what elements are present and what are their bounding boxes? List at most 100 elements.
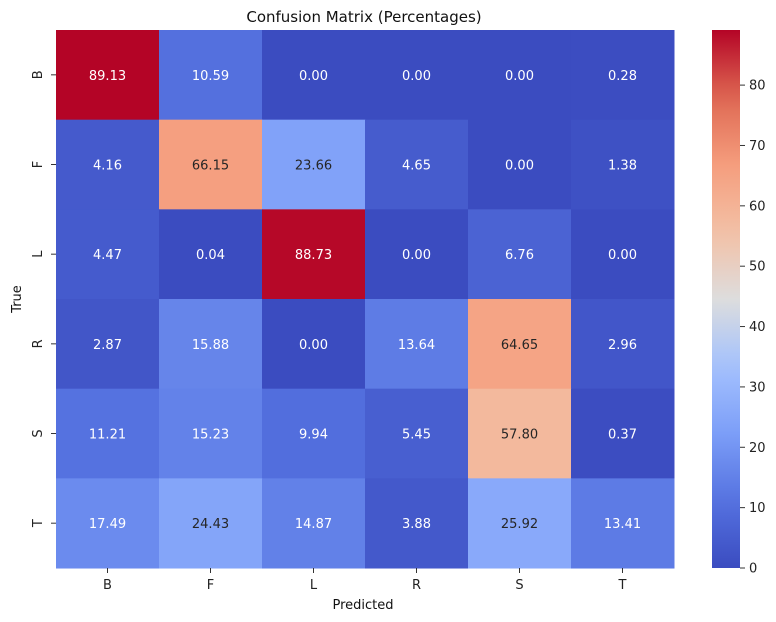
heatmap-cell-value: 0.28 [608, 69, 637, 84]
heatmap-cell-value: 17.49 [89, 517, 126, 532]
heatmap-cell [56, 388, 160, 479]
colorbar-tick-label: 10 [749, 501, 766, 516]
heatmap-cell [262, 388, 366, 479]
y-tick-label: S [31, 429, 46, 437]
y-tick-label: F [31, 161, 46, 168]
heatmap-cell-value: 0.00 [402, 69, 431, 84]
heatmap-cell [56, 209, 160, 300]
heatmap-cell-value: 4.16 [93, 159, 122, 174]
heatmap-cell-value: 1.38 [608, 159, 637, 174]
heatmap-cell-value: 0.37 [608, 428, 637, 443]
heatmap-cell-value: 0.00 [299, 338, 328, 353]
colorbar-tick-label: 30 [749, 380, 766, 395]
x-axis-label: Predicted [332, 598, 393, 613]
heatmap-cell [571, 299, 675, 390]
heatmap-cell [571, 30, 675, 121]
heatmap-cell-value: 88.73 [295, 248, 332, 263]
heatmap-cell [56, 478, 160, 569]
colorbar [712, 30, 740, 568]
heatmap-cell [468, 119, 572, 210]
heatmap-cell-value: 14.87 [295, 517, 332, 532]
heatmap-cell-value: 0.00 [505, 159, 534, 174]
heatmap-cell-value: 10.59 [192, 69, 229, 84]
heatmap-cell [159, 299, 263, 390]
heatmap-cell-value: 15.23 [192, 428, 229, 443]
heatmap-cell-value: 13.41 [604, 517, 641, 532]
y-tick-label: R [31, 339, 46, 348]
heatmap-cells [56, 30, 675, 569]
heatmap-cell-value: 0.04 [196, 248, 225, 263]
heatmap-cell [365, 119, 469, 210]
colorbar-tick-label: 80 [749, 79, 766, 94]
x-tick-label: S [515, 578, 523, 593]
heatmap-cell [468, 388, 572, 479]
heatmap-cell-value: 23.66 [295, 159, 332, 174]
heatmap-cell-value: 0.00 [505, 69, 534, 84]
heatmap-cell-value: 9.94 [299, 428, 328, 443]
colorbar-tick-label: 50 [749, 260, 766, 275]
heatmap-cell-value: 4.47 [93, 248, 122, 263]
heatmap-cell-value: 57.80 [501, 428, 538, 443]
heatmap-cell-labels: 89.13 10.59 0.00 0.00 0.00 0.28 4.16 66.15 23.66… [89, 69, 641, 532]
heatmap-cell-value: 4.65 [402, 159, 431, 174]
heatmap-cell [56, 299, 160, 390]
y-tick-label: L [31, 250, 46, 258]
heatmap-cell [159, 119, 263, 210]
y-axis-label: True [10, 285, 25, 314]
heatmap-cell [468, 30, 572, 121]
x-tick-label: L [310, 578, 318, 593]
heatmap-cell-value: 0.00 [299, 69, 328, 84]
heatmap-cell [262, 30, 366, 121]
heatmap-cell-value: 5.45 [402, 428, 431, 443]
x-tick-label: R [412, 578, 421, 593]
heatmap-cell-value: 24.43 [192, 517, 229, 532]
heatmap-cell [365, 478, 469, 569]
heatmap-cell-value: 11.21 [89, 428, 126, 443]
heatmap-cell [365, 209, 469, 300]
heatmap-cell [571, 478, 675, 569]
heatmap-cell-value: 0.00 [402, 248, 431, 263]
chart-title: Confusion Matrix (Percentages) [246, 8, 481, 26]
y-tick-label: B [31, 70, 46, 79]
heatmap-cell-value: 6.76 [505, 248, 534, 263]
colorbar-ticks: 0 10 20 30 40 50 60 70 80 [740, 79, 766, 577]
x-tick-label: F [207, 578, 214, 593]
heatmap-cell [159, 209, 263, 300]
heatmap-cell [468, 478, 572, 569]
colorbar-tick-label: 20 [749, 441, 766, 456]
heatmap-cell-value: 89.13 [89, 69, 126, 84]
heatmap-cell-value: 13.64 [398, 338, 435, 353]
colorbar-tick-label: 40 [749, 320, 766, 335]
colorbar-tick-label: 0 [749, 562, 757, 577]
heatmap-cell [365, 299, 469, 390]
y-tick-label: T [31, 519, 46, 528]
heatmap-cell [56, 30, 160, 121]
heatmap-cell [468, 209, 572, 300]
heatmap-cell [571, 119, 675, 210]
heatmap-cell [262, 209, 366, 300]
heatmap-cell [159, 388, 263, 479]
heatmap-cell [365, 388, 469, 479]
x-tick-label: T [618, 578, 627, 593]
heatmap-cell-value: 0.00 [608, 248, 637, 263]
heatmap-cell [468, 299, 572, 390]
heatmap-cell [262, 119, 366, 210]
heatmap-cell-value: 15.88 [192, 338, 229, 353]
heatmap-cell [159, 30, 263, 121]
x-tick-label: B [103, 578, 112, 593]
heatmap-cell [571, 209, 675, 300]
colorbar-tick-label: 70 [749, 139, 766, 154]
heatmap-cell-value: 66.15 [192, 159, 229, 174]
heatmap-cell [56, 119, 160, 210]
y-axis-ticks: B F L R S T [31, 70, 56, 528]
heatmap-cell-value: 3.88 [402, 517, 431, 532]
heatmap-cell [262, 478, 366, 569]
heatmap-cell-value: 2.87 [93, 338, 122, 353]
heatmap-cell [365, 30, 469, 121]
heatmap-cell-value: 2.96 [608, 338, 637, 353]
heatmap-cell [159, 478, 263, 569]
heatmap-cell [262, 299, 366, 390]
colorbar-tick-label: 60 [749, 199, 766, 214]
